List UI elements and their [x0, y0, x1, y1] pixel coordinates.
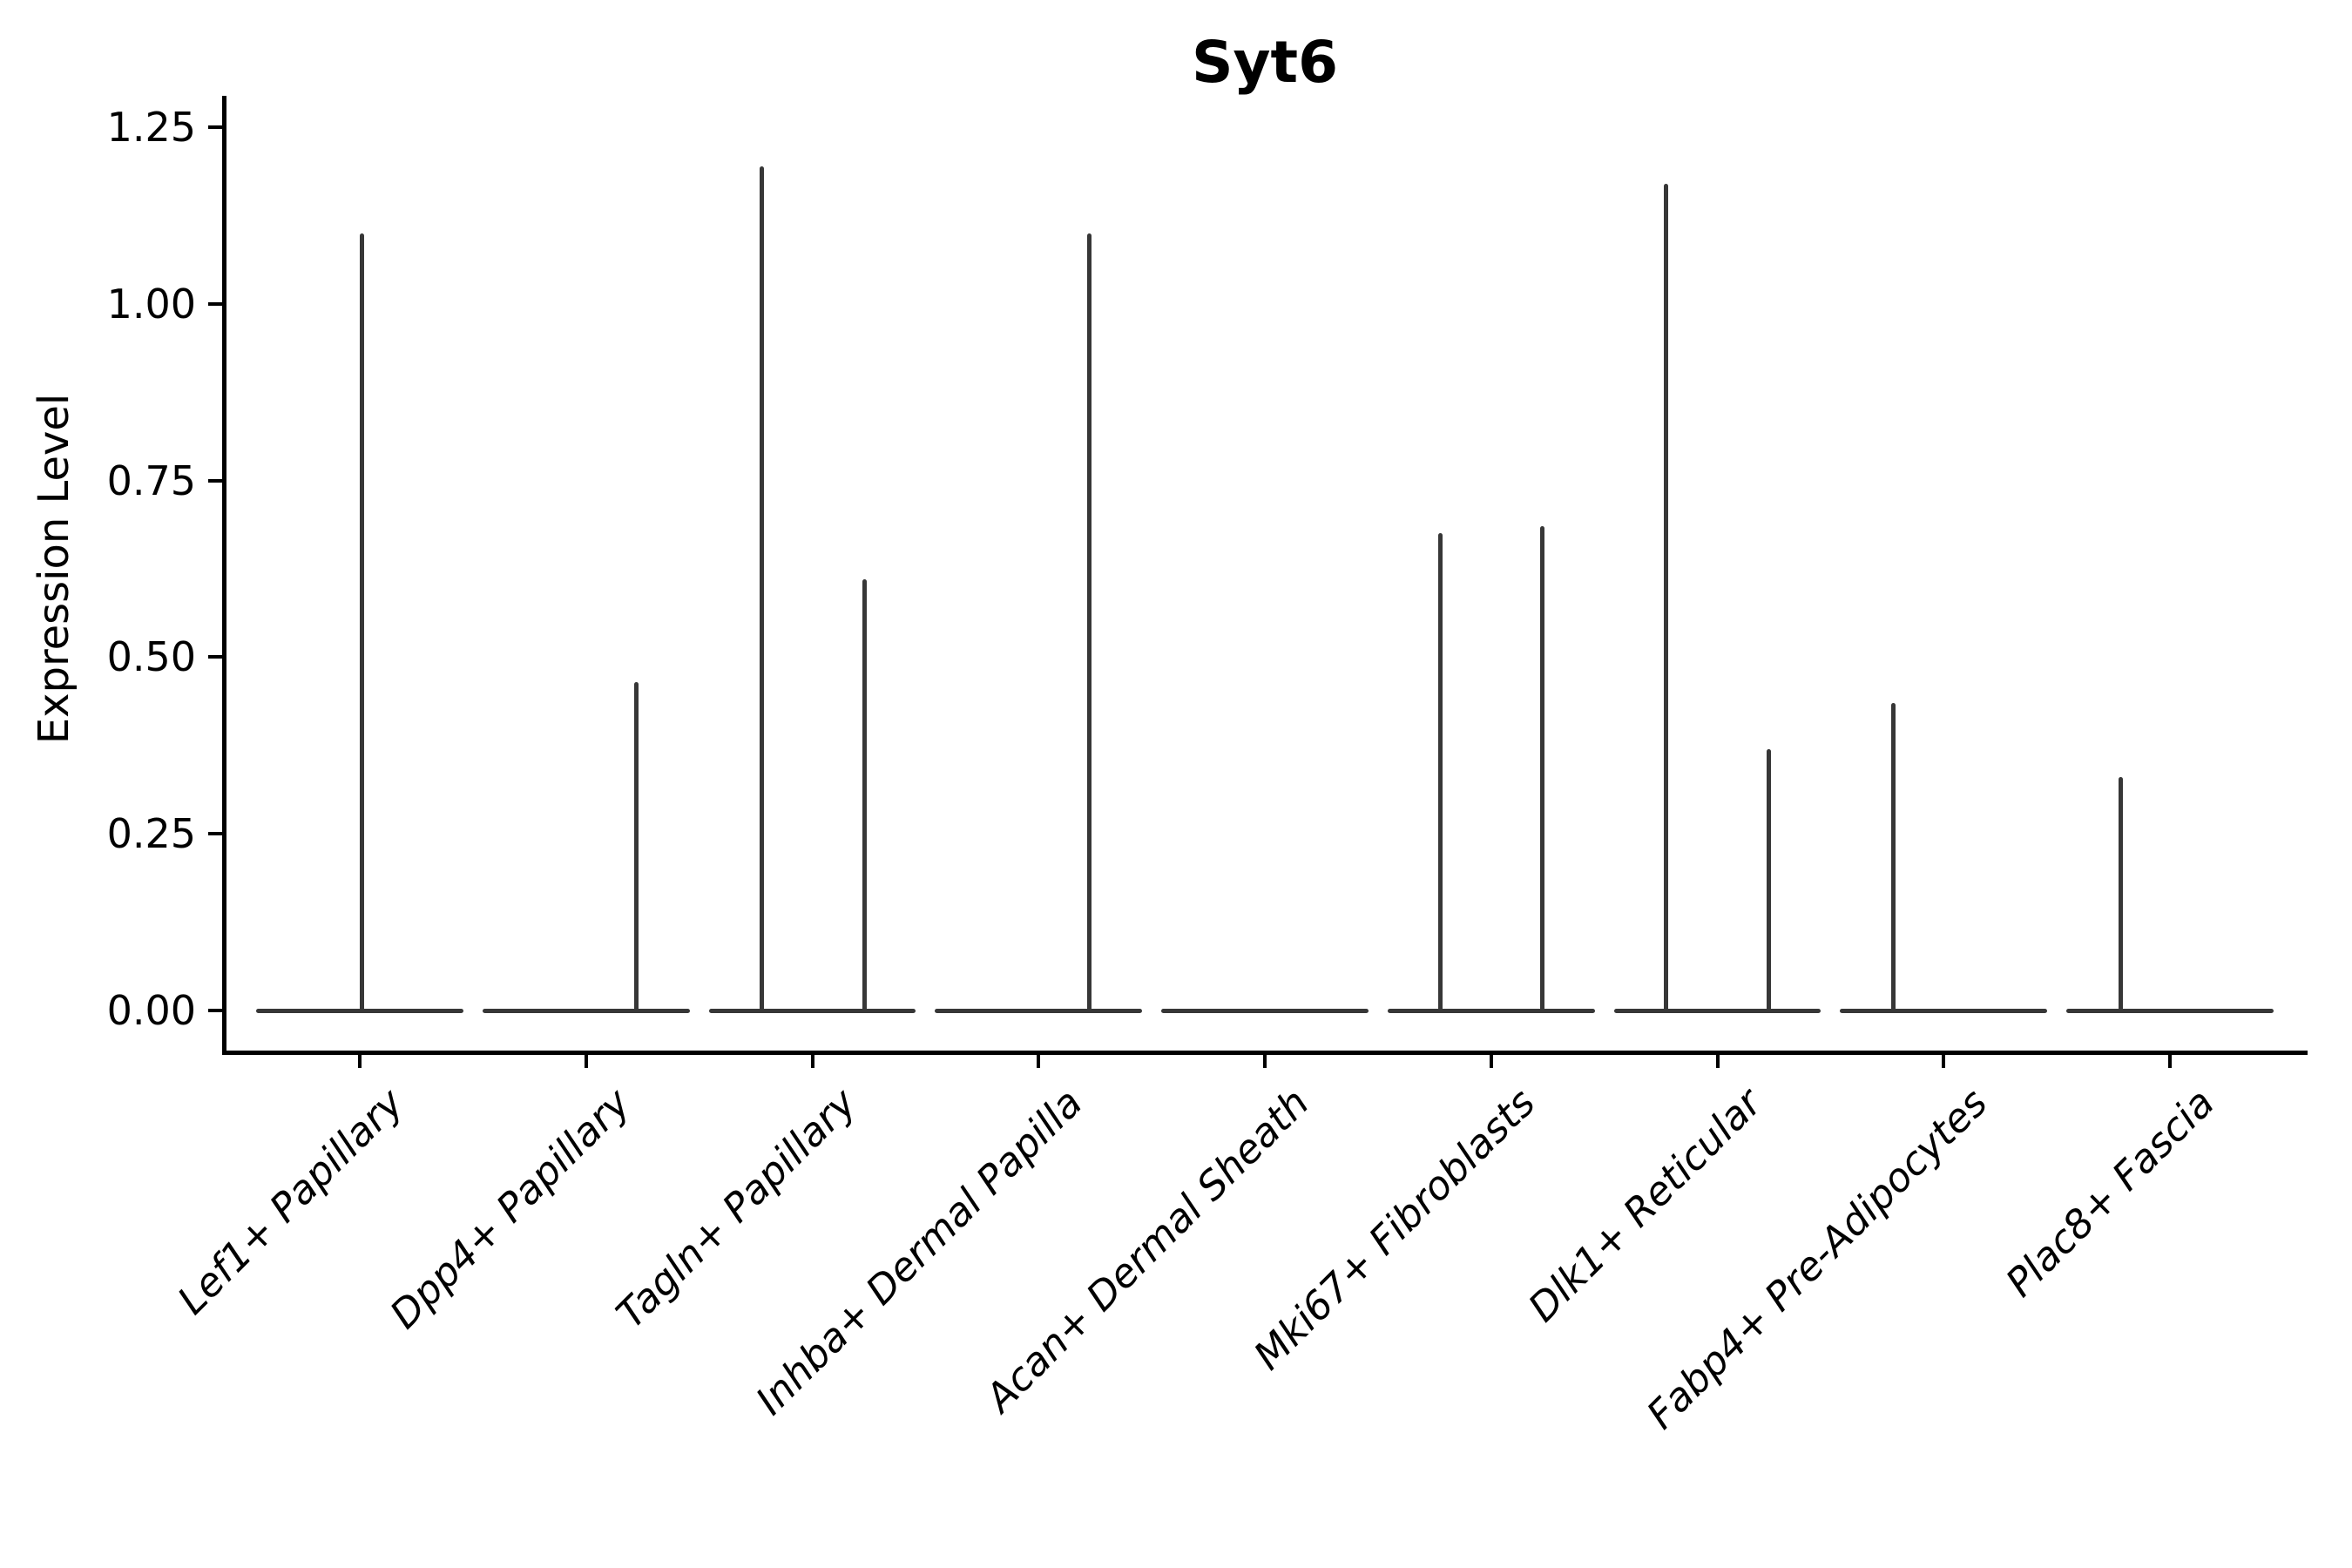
- violin-baseline-8: [1840, 1008, 2048, 1013]
- x-tick-mark: [584, 1052, 588, 1068]
- violin-spike-4: [1086, 233, 1092, 1013]
- violin-spike-9: [2118, 777, 2123, 1013]
- y-axis-label: Expression Level: [30, 393, 78, 745]
- y-tick-label: 0.75: [106, 456, 196, 504]
- y-tick-label: 0.50: [106, 633, 196, 681]
- x-tick-mark: [1263, 1052, 1267, 1068]
- y-tick-mark: [208, 125, 224, 129]
- y-tick-label: 0.25: [106, 810, 196, 858]
- x-tick-mark: [2168, 1052, 2172, 1068]
- x-tick-label: Plac8+ Fascia: [1996, 1079, 2223, 1306]
- y-tick-mark: [208, 1009, 224, 1012]
- y-tick-mark: [208, 655, 224, 659]
- y-tick-mark: [208, 301, 224, 306]
- violin-spike-2: [634, 681, 639, 1013]
- x-tick-mark: [810, 1052, 814, 1068]
- y-tick-mark: [208, 478, 224, 483]
- violin-spike-7: [1664, 183, 1669, 1013]
- y-tick-label: 0.00: [106, 987, 196, 1034]
- x-tick-label: Dpp4+ Papillary: [381, 1079, 639, 1338]
- x-tick-mark: [1715, 1052, 1720, 1068]
- x-tick-label: Lef1+ Papillary: [168, 1079, 413, 1323]
- violin-baseline-9: [2066, 1008, 2274, 1013]
- violin-baseline-3: [708, 1008, 916, 1013]
- y-tick-label: 1.25: [106, 104, 196, 151]
- violin-spike-8: [1890, 703, 1896, 1013]
- x-tick-mark: [1037, 1052, 1041, 1068]
- violin-spike-7: [1766, 748, 1771, 1013]
- violin-baseline-1: [256, 1008, 463, 1013]
- violin-baseline-2: [482, 1008, 690, 1013]
- x-tick-label: Tagln+ Papillary: [607, 1079, 866, 1338]
- violin-spike-3: [862, 579, 867, 1013]
- violin-baseline-6: [1387, 1008, 1595, 1013]
- violin-spike-1: [360, 233, 365, 1013]
- violin-spike-3: [760, 166, 765, 1013]
- x-tick-mark: [358, 1052, 362, 1068]
- x-tick-mark: [1489, 1052, 1493, 1068]
- y-tick-label: 1.00: [106, 280, 196, 328]
- violin-spike-6: [1438, 533, 1443, 1013]
- violin-spike-6: [1540, 526, 1545, 1013]
- violin-baseline-4: [935, 1008, 1143, 1013]
- x-tick-label: Dlk1+ Reticular: [1518, 1079, 1771, 1331]
- y-tick-mark: [208, 832, 224, 836]
- chart-title: Syt6: [1191, 29, 1339, 96]
- y-axis-line: [222, 96, 226, 1055]
- violin-baseline-7: [1613, 1008, 1821, 1013]
- x-tick-mark: [1942, 1052, 1946, 1068]
- violin-baseline-5: [1161, 1008, 1369, 1013]
